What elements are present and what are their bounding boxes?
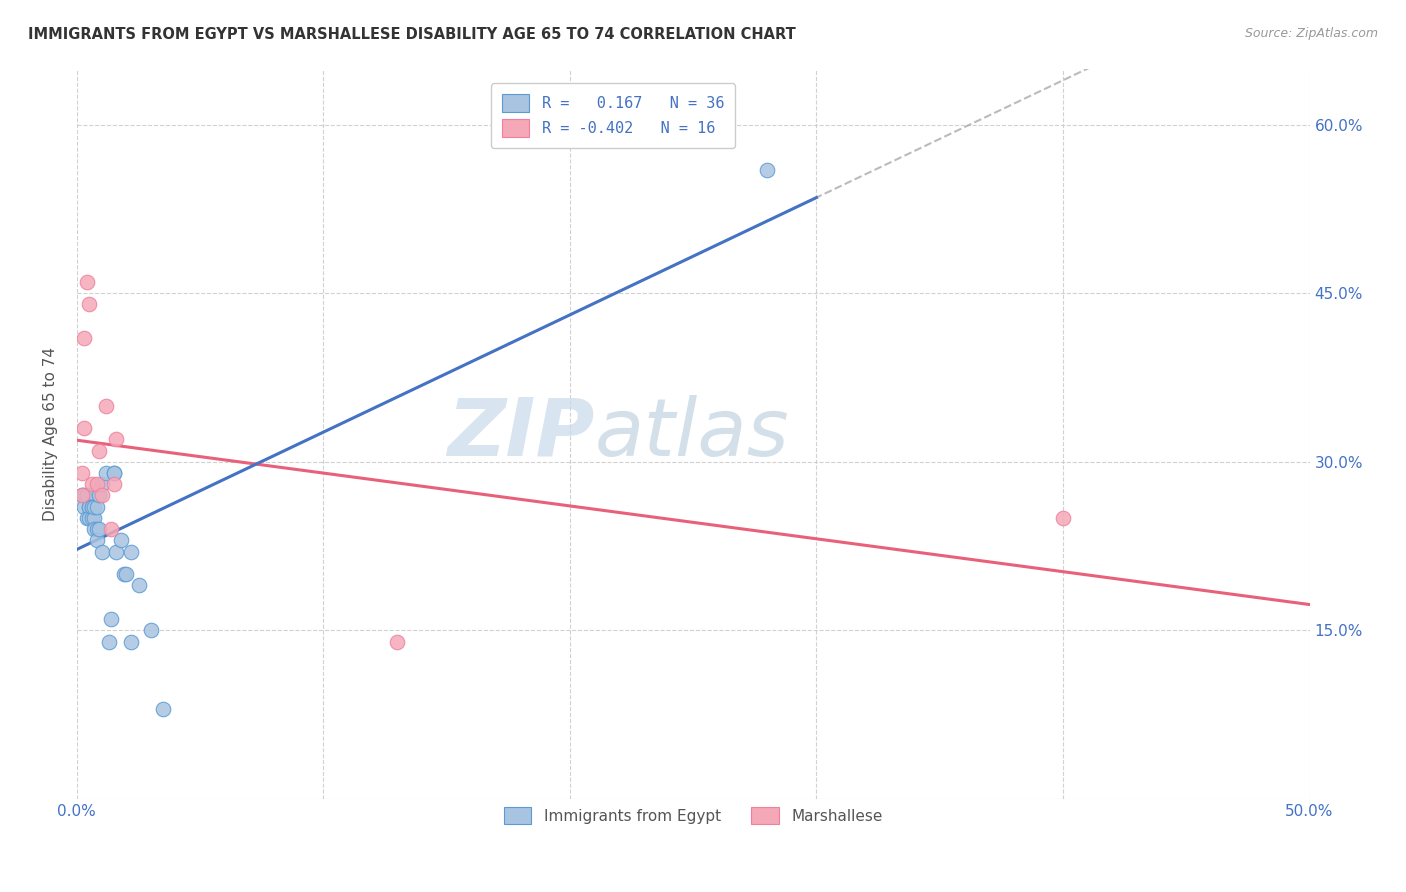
Point <box>77 297 100 311</box>
Point <box>90 488 112 502</box>
Point <box>76 488 98 502</box>
Point <box>83 522 105 536</box>
Point <box>96 466 118 480</box>
Text: atlas: atlas <box>595 394 789 473</box>
Point <box>87 488 110 502</box>
Point <box>97 634 120 648</box>
Point <box>76 511 98 525</box>
Point <box>96 399 118 413</box>
Point <box>1052 511 1074 525</box>
Point <box>80 477 103 491</box>
Point <box>77 511 100 525</box>
Point <box>86 533 108 548</box>
Point <box>87 443 110 458</box>
Point <box>103 477 125 491</box>
Text: Source: ZipAtlas.com: Source: ZipAtlas.com <box>1244 27 1378 40</box>
Point <box>80 500 103 514</box>
Point <box>105 544 128 558</box>
Point <box>83 500 105 514</box>
Point <box>83 511 105 525</box>
Point <box>80 500 103 514</box>
Legend: Immigrants from Egypt, Marshallese: Immigrants from Egypt, Marshallese <box>494 796 893 835</box>
Point <box>76 275 98 289</box>
Point <box>86 522 108 536</box>
Point <box>120 544 142 558</box>
Point <box>90 544 112 558</box>
Point <box>70 466 93 480</box>
Point <box>103 466 125 480</box>
Point <box>80 511 103 525</box>
Y-axis label: Disability Age 65 to 74: Disability Age 65 to 74 <box>44 347 58 521</box>
Point <box>128 578 150 592</box>
Point <box>86 477 108 491</box>
Point <box>115 567 138 582</box>
Point <box>73 421 96 435</box>
Point <box>112 567 135 582</box>
Point <box>105 432 128 446</box>
Point <box>110 533 132 548</box>
Point <box>86 500 108 514</box>
Point <box>77 500 100 514</box>
Point <box>70 488 93 502</box>
Text: IMMIGRANTS FROM EGYPT VS MARSHALLESE DISABILITY AGE 65 TO 74 CORRELATION CHART: IMMIGRANTS FROM EGYPT VS MARSHALLESE DIS… <box>28 27 796 42</box>
Point <box>387 634 409 648</box>
Point <box>100 522 122 536</box>
Point <box>100 612 122 626</box>
Point <box>139 624 162 638</box>
Text: ZIP: ZIP <box>447 394 595 473</box>
Point <box>756 162 779 177</box>
Point <box>90 477 112 491</box>
Point <box>73 331 96 345</box>
Point <box>87 522 110 536</box>
Point <box>73 488 96 502</box>
Point <box>120 634 142 648</box>
Point <box>73 500 96 514</box>
Point <box>152 702 174 716</box>
Point <box>103 466 125 480</box>
Point <box>70 488 93 502</box>
Point <box>77 500 100 514</box>
